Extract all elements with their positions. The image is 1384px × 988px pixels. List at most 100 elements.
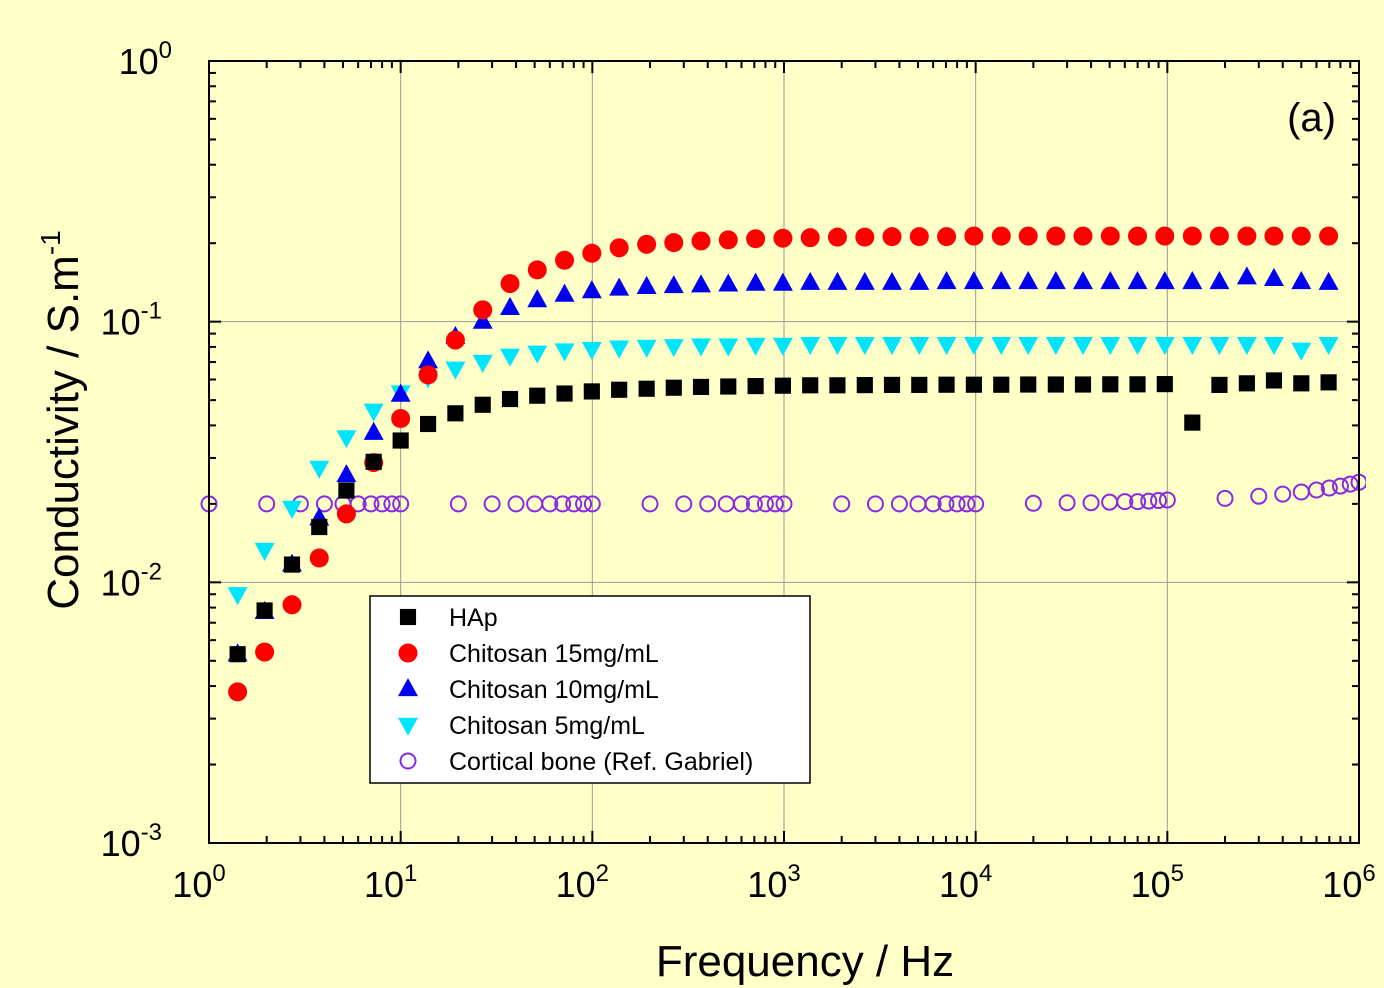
data-point <box>500 274 520 294</box>
legend-marker <box>398 643 418 663</box>
data-point <box>1074 376 1092 393</box>
data-point <box>991 337 1012 356</box>
data-point <box>800 271 821 290</box>
data-point <box>948 495 966 513</box>
data-point <box>909 495 927 513</box>
data-point <box>1184 414 1201 431</box>
data-point <box>1101 493 1119 511</box>
data-point <box>365 453 382 470</box>
data-point <box>718 230 738 250</box>
data-point <box>583 383 600 400</box>
data-point <box>565 495 583 513</box>
data-point <box>1058 494 1076 512</box>
data-point <box>855 227 875 247</box>
data-point <box>418 350 439 369</box>
data-point <box>1265 372 1283 389</box>
legend-label: Chitosan 10mg/mL <box>449 676 659 704</box>
data-point <box>526 495 544 513</box>
y-tick-label: 10-3 <box>101 819 162 864</box>
data-point <box>336 464 357 483</box>
data-point <box>1293 375 1310 392</box>
data-point <box>637 234 657 254</box>
data-point <box>529 387 546 404</box>
data-point <box>609 277 630 296</box>
data-point <box>309 460 330 479</box>
data-point <box>829 377 846 394</box>
data-point <box>691 231 711 251</box>
panel-label: (a) <box>1287 96 1336 140</box>
data-point <box>256 602 273 619</box>
data-point <box>1116 493 1134 511</box>
data-point <box>1102 376 1119 393</box>
data-point <box>854 271 875 290</box>
data-point <box>663 275 684 294</box>
x-tick-label: 105 <box>1131 860 1184 905</box>
data-point <box>554 495 572 513</box>
data-point <box>1236 266 1257 285</box>
data-point <box>1319 226 1339 246</box>
data-point <box>691 274 711 293</box>
data-point <box>349 495 367 513</box>
data-point <box>575 495 593 513</box>
data-point <box>1045 337 1066 356</box>
data-point <box>1292 483 1310 501</box>
data-point <box>283 556 301 573</box>
data-point <box>254 542 275 561</box>
data-point <box>336 504 356 524</box>
data-point <box>1320 374 1337 391</box>
legend-label: HAp <box>449 604 498 632</box>
data-point <box>937 227 957 247</box>
data-point <box>745 337 766 356</box>
data-point <box>756 495 774 513</box>
data-point <box>229 646 246 663</box>
data-point <box>936 337 957 356</box>
tick-labels: 100 101 102 103 104 105 106 100 10-1 10-2 10-3 <box>101 37 1376 905</box>
data-point <box>1127 271 1148 290</box>
grid <box>209 61 1359 843</box>
data-point <box>501 390 519 408</box>
data-point <box>1073 337 1093 356</box>
data-point <box>418 365 438 385</box>
data-point <box>665 379 682 396</box>
data-point <box>555 250 575 270</box>
series-open-circle <box>200 473 1366 513</box>
data-point <box>827 227 847 247</box>
data-point <box>1018 337 1039 356</box>
data-point <box>445 330 465 350</box>
y-tick-label: 10-2 <box>101 558 162 603</box>
data-point <box>1291 271 1312 290</box>
data-point <box>638 380 655 397</box>
data-point <box>609 340 630 359</box>
data-point <box>802 377 819 394</box>
y-axis-title: Conductivity / S.m-1 <box>35 230 88 609</box>
x-tick-label: 100 <box>172 860 225 905</box>
data-point <box>890 495 908 513</box>
data-point <box>936 271 957 290</box>
data-point <box>718 273 739 292</box>
data-point <box>663 339 684 358</box>
data-point <box>664 233 684 253</box>
data-point <box>1156 376 1173 393</box>
data-point <box>856 377 873 394</box>
data-point <box>258 495 276 513</box>
data-point <box>775 495 793 513</box>
data-point <box>507 495 525 513</box>
data-point <box>315 495 333 513</box>
data-point <box>582 243 602 263</box>
data-point <box>1182 271 1203 290</box>
data-point <box>772 337 793 356</box>
data-point <box>866 495 884 513</box>
data-point <box>675 495 693 513</box>
data-point <box>882 271 902 290</box>
data-point <box>1331 477 1349 495</box>
data-point <box>772 272 793 291</box>
data-point <box>1238 375 1255 392</box>
data-point <box>391 409 411 429</box>
data-point <box>1263 337 1284 356</box>
data-point <box>336 430 357 449</box>
data-point <box>937 495 955 513</box>
data-point <box>1320 479 1338 497</box>
data-point <box>1082 494 1100 512</box>
data-point <box>392 495 410 513</box>
